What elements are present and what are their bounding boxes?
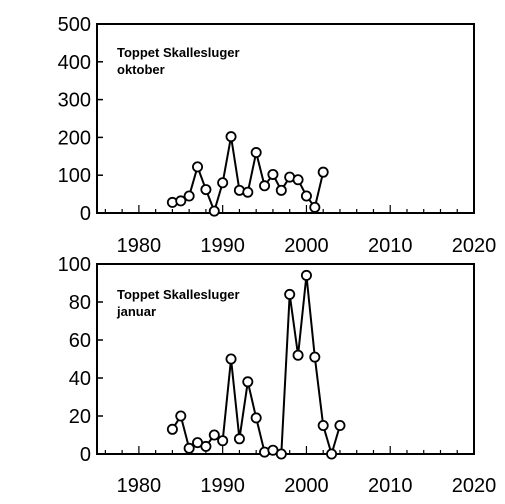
data-point [300, 190, 312, 202]
data-point [192, 161, 204, 173]
data-point [217, 177, 229, 189]
data-point [208, 205, 220, 217]
y-tick-label: 80 [69, 292, 91, 314]
data-point [217, 435, 229, 447]
y-tick-label: 500 [58, 14, 91, 36]
panel-label-line: Toppet Skallesluger [117, 287, 240, 302]
data-point [284, 288, 296, 300]
panel-label-line: Toppet Skallesluger [117, 45, 240, 60]
panel-label-line: januar [116, 304, 156, 319]
x-tick-label: 1990 [200, 475, 245, 497]
data-point [326, 448, 338, 460]
x-tick-label: 2010 [368, 475, 413, 497]
data-point [175, 410, 187, 422]
x-tick-label: 1980 [117, 475, 162, 497]
data-point [200, 440, 212, 452]
y-tick-label: 100 [58, 165, 91, 187]
y-tick-label: 200 [58, 127, 91, 149]
y-tick-label: 100 [58, 254, 91, 276]
data-point [317, 166, 329, 178]
series-line [172, 136, 325, 215]
plot-frame-1 [96, 23, 475, 214]
y-tick-label: 60 [69, 330, 91, 352]
x-tick-label: 1980 [117, 235, 162, 257]
y-tick-label: 20 [69, 406, 91, 428]
data-point [292, 349, 304, 361]
y-tick-label: 40 [69, 368, 91, 390]
data-point [259, 180, 271, 192]
data-point [233, 433, 245, 445]
data-point [225, 353, 237, 365]
data-point [267, 168, 279, 180]
y-tick-label: 0 [80, 203, 91, 225]
data-point [317, 419, 329, 431]
x-tick-label: 1990 [200, 235, 245, 257]
data-point [250, 147, 262, 159]
data-point [292, 174, 304, 186]
y-tick-label: 300 [58, 90, 91, 112]
data-point [300, 269, 312, 281]
data-point [334, 419, 346, 431]
y-tick-label: 0 [80, 444, 91, 466]
data-point [275, 184, 287, 196]
data-point [242, 376, 254, 388]
data-point [200, 184, 212, 196]
x-tick-label: 2020 [452, 475, 497, 497]
x-tick-label: 2000 [284, 475, 329, 497]
data-point [175, 195, 187, 207]
data-point [208, 429, 220, 441]
data-point [275, 448, 287, 460]
data-point [183, 442, 195, 454]
data-point [183, 190, 195, 202]
data-point [309, 351, 321, 363]
data-point [250, 412, 262, 424]
panel-label-line: oktober [117, 62, 165, 77]
series-line [171, 275, 341, 458]
data-point [309, 201, 321, 213]
y-tick-label: 400 [58, 52, 91, 74]
data-point [166, 423, 178, 435]
x-tick-label: 2010 [368, 235, 413, 257]
x-tick-label: 2000 [284, 235, 329, 257]
data-point [225, 131, 237, 143]
data-point [242, 186, 254, 198]
x-tick-label: 2020 [452, 235, 497, 257]
